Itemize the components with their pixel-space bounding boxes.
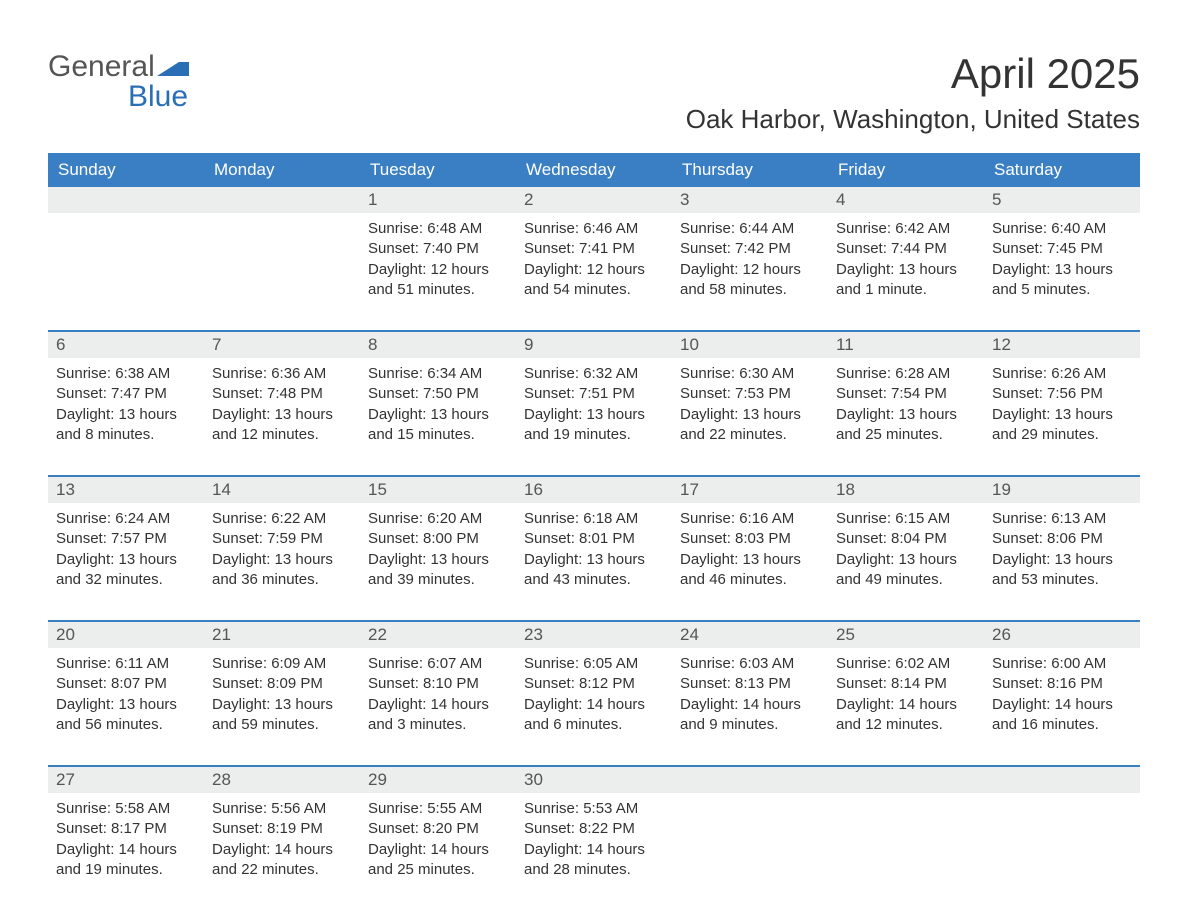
day-cell: Sunrise: 5:53 AMSunset: 8:22 PMDaylight:… <box>516 793 672 908</box>
day-number: 13 <box>48 477 204 503</box>
day-number: 23 <box>516 622 672 648</box>
day-number: 6 <box>48 332 204 358</box>
day-cell: Sunrise: 6:09 AMSunset: 8:09 PMDaylight:… <box>204 648 360 763</box>
day-number: 16 <box>516 477 672 503</box>
day-cell: Sunrise: 6:02 AMSunset: 8:14 PMDaylight:… <box>828 648 984 763</box>
day-cell <box>672 793 828 908</box>
day-cell: Sunrise: 5:58 AMSunset: 8:17 PMDaylight:… <box>48 793 204 908</box>
calendar: SundayMondayTuesdayWednesdayThursdayFrid… <box>48 153 1140 908</box>
day-number <box>672 767 828 793</box>
dow-header: Monday <box>204 153 360 187</box>
dow-header: Wednesday <box>516 153 672 187</box>
logo-text-blue: Blue <box>128 80 189 114</box>
day-number <box>828 767 984 793</box>
day-cell: Sunrise: 6:03 AMSunset: 8:13 PMDaylight:… <box>672 648 828 763</box>
day-number: 7 <box>204 332 360 358</box>
day-number <box>48 187 204 213</box>
day-cell: Sunrise: 6:30 AMSunset: 7:53 PMDaylight:… <box>672 358 828 473</box>
daynum-row: 12345 <box>48 187 1140 213</box>
day-cell <box>984 793 1140 908</box>
day-number <box>204 187 360 213</box>
day-number: 8 <box>360 332 516 358</box>
day-cell: Sunrise: 6:40 AMSunset: 7:45 PMDaylight:… <box>984 213 1140 328</box>
week-row: 20212223242526Sunrise: 6:11 AMSunset: 8:… <box>48 620 1140 763</box>
dow-header: Friday <box>828 153 984 187</box>
logo-square-icon <box>179 62 189 76</box>
day-cell: Sunrise: 6:24 AMSunset: 7:57 PMDaylight:… <box>48 503 204 618</box>
day-number: 20 <box>48 622 204 648</box>
day-number: 25 <box>828 622 984 648</box>
day-number: 18 <box>828 477 984 503</box>
dow-header: Sunday <box>48 153 204 187</box>
day-cell: Sunrise: 6:13 AMSunset: 8:06 PMDaylight:… <box>984 503 1140 618</box>
dow-header-row: SundayMondayTuesdayWednesdayThursdayFrid… <box>48 153 1140 187</box>
week-row: 27282930Sunrise: 5:58 AMSunset: 8:17 PMD… <box>48 765 1140 908</box>
day-number: 9 <box>516 332 672 358</box>
month-title: April 2025 <box>686 50 1140 98</box>
day-cell: Sunrise: 6:20 AMSunset: 8:00 PMDaylight:… <box>360 503 516 618</box>
day-number: 29 <box>360 767 516 793</box>
day-cell <box>48 213 204 328</box>
day-cell: Sunrise: 6:16 AMSunset: 8:03 PMDaylight:… <box>672 503 828 618</box>
title-block: April 2025 Oak Harbor, Washington, Unite… <box>686 50 1140 135</box>
day-cell: Sunrise: 5:56 AMSunset: 8:19 PMDaylight:… <box>204 793 360 908</box>
day-cell: Sunrise: 6:34 AMSunset: 7:50 PMDaylight:… <box>360 358 516 473</box>
day-cell: Sunrise: 6:18 AMSunset: 8:01 PMDaylight:… <box>516 503 672 618</box>
day-cell: Sunrise: 6:26 AMSunset: 7:56 PMDaylight:… <box>984 358 1140 473</box>
day-number: 10 <box>672 332 828 358</box>
day-cell: Sunrise: 5:55 AMSunset: 8:20 PMDaylight:… <box>360 793 516 908</box>
week-row: 6789101112Sunrise: 6:38 AMSunset: 7:47 P… <box>48 330 1140 473</box>
daynum-row: 27282930 <box>48 767 1140 793</box>
daynum-row: 20212223242526 <box>48 622 1140 648</box>
day-number: 30 <box>516 767 672 793</box>
logo-triangle-icon <box>157 62 179 76</box>
day-cell: Sunrise: 6:15 AMSunset: 8:04 PMDaylight:… <box>828 503 984 618</box>
day-number: 4 <box>828 187 984 213</box>
day-cell: Sunrise: 6:11 AMSunset: 8:07 PMDaylight:… <box>48 648 204 763</box>
day-number: 1 <box>360 187 516 213</box>
day-number: 26 <box>984 622 1140 648</box>
day-number: 17 <box>672 477 828 503</box>
day-cell: Sunrise: 6:48 AMSunset: 7:40 PMDaylight:… <box>360 213 516 328</box>
day-cell: Sunrise: 6:36 AMSunset: 7:48 PMDaylight:… <box>204 358 360 473</box>
location-subtitle: Oak Harbor, Washington, United States <box>686 104 1140 135</box>
day-cell: Sunrise: 6:42 AMSunset: 7:44 PMDaylight:… <box>828 213 984 328</box>
day-number: 19 <box>984 477 1140 503</box>
logo: General Blue <box>48 50 189 114</box>
day-cell: Sunrise: 6:32 AMSunset: 7:51 PMDaylight:… <box>516 358 672 473</box>
day-cell: Sunrise: 6:22 AMSunset: 7:59 PMDaylight:… <box>204 503 360 618</box>
daynum-row: 13141516171819 <box>48 477 1140 503</box>
dow-header: Tuesday <box>360 153 516 187</box>
week-row: 13141516171819Sunrise: 6:24 AMSunset: 7:… <box>48 475 1140 618</box>
day-number: 28 <box>204 767 360 793</box>
logo-text-general: General <box>48 50 155 84</box>
day-number: 2 <box>516 187 672 213</box>
dow-header: Saturday <box>984 153 1140 187</box>
day-number: 12 <box>984 332 1140 358</box>
header: General Blue April 2025 Oak Harbor, Wash… <box>48 50 1140 135</box>
day-number: 21 <box>204 622 360 648</box>
day-cell: Sunrise: 6:28 AMSunset: 7:54 PMDaylight:… <box>828 358 984 473</box>
dow-header: Thursday <box>672 153 828 187</box>
day-number: 14 <box>204 477 360 503</box>
day-cell: Sunrise: 6:00 AMSunset: 8:16 PMDaylight:… <box>984 648 1140 763</box>
day-cell: Sunrise: 6:44 AMSunset: 7:42 PMDaylight:… <box>672 213 828 328</box>
day-cell <box>828 793 984 908</box>
day-number: 3 <box>672 187 828 213</box>
day-number: 24 <box>672 622 828 648</box>
day-cell: Sunrise: 6:46 AMSunset: 7:41 PMDaylight:… <box>516 213 672 328</box>
day-number: 27 <box>48 767 204 793</box>
week-row: 12345Sunrise: 6:48 AMSunset: 7:40 PMDayl… <box>48 187 1140 328</box>
day-number: 22 <box>360 622 516 648</box>
day-cell: Sunrise: 6:05 AMSunset: 8:12 PMDaylight:… <box>516 648 672 763</box>
daynum-row: 6789101112 <box>48 332 1140 358</box>
day-number: 15 <box>360 477 516 503</box>
day-cell <box>204 213 360 328</box>
day-number: 5 <box>984 187 1140 213</box>
day-cell: Sunrise: 6:38 AMSunset: 7:47 PMDaylight:… <box>48 358 204 473</box>
day-number <box>984 767 1140 793</box>
day-cell: Sunrise: 6:07 AMSunset: 8:10 PMDaylight:… <box>360 648 516 763</box>
day-number: 11 <box>828 332 984 358</box>
